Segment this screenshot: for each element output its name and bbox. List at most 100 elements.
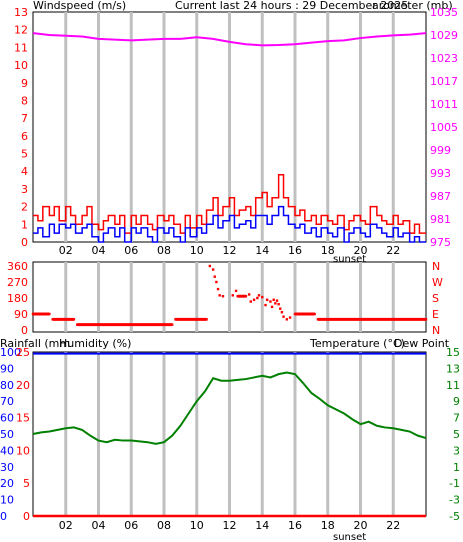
direction-point — [272, 298, 275, 301]
temperature-legend: Temperature (°C) — [309, 337, 405, 350]
wind-y-tick-label: 7 — [21, 112, 28, 125]
wind-x-tick-label: 04 — [92, 244, 106, 257]
direction-point — [247, 293, 251, 296]
direction-point — [256, 296, 259, 300]
humidity-y-tick-label: 50 — [0, 428, 14, 441]
temp-grid — [64, 352, 395, 516]
wind-y-tick-label: 11 — [14, 41, 28, 54]
temp-y-tick-label: 13 — [446, 362, 460, 375]
wind-y-tick-label: 5 — [21, 148, 28, 161]
wind-y-tick-label: 4 — [21, 165, 28, 178]
direction-point — [174, 318, 177, 321]
baro-y-tick-label: 1017 — [430, 75, 458, 88]
direction-point — [264, 303, 267, 307]
wind-y-tick-label: 8 — [21, 94, 28, 107]
direction-point — [277, 303, 280, 306]
direction-y-tick-label: 0 — [21, 324, 28, 337]
direction-point — [221, 295, 225, 298]
direction-point — [244, 295, 248, 298]
direction-point — [213, 275, 216, 278]
wind-x-tick-label: 12 — [223, 244, 237, 257]
humidity-legend: Humidity (%) — [59, 337, 131, 350]
rain-y-tick-label: 0 — [23, 510, 30, 523]
direction-point — [313, 312, 316, 316]
humidity-y-tick-label: 10 — [0, 494, 14, 507]
direction-point — [275, 299, 279, 302]
direction-point — [234, 289, 238, 293]
direction-point — [274, 302, 277, 305]
windspeed-label: Windspeed (m/s) — [33, 0, 126, 12]
temp-y-tick-label: 9 — [453, 395, 460, 408]
baro-y-tick-label: 1035 — [430, 6, 458, 19]
rain-y-tick-label: 10 — [16, 444, 30, 457]
rainfall-legend: Rainfall (mm — [0, 337, 70, 350]
temp-x-tick-label: 02 — [59, 519, 73, 532]
compass-tick-label: W — [432, 276, 443, 289]
wind-y-tick-label: 12 — [14, 24, 28, 37]
temp-y-tick-label: 5 — [453, 428, 460, 441]
temp-y-tick-label: 1 — [453, 461, 460, 474]
direction-point — [269, 300, 272, 303]
wind-y-tick-label: 9 — [21, 77, 28, 90]
temp-x-tick-label: 08 — [157, 519, 171, 532]
humidity-y-tick-label: 100 — [0, 346, 21, 359]
temp-x-tick-label: 10 — [190, 519, 204, 532]
direction-point — [208, 264, 212, 268]
humidity-y-tick-label: 80 — [0, 379, 14, 392]
wind-x-tick-label: 16 — [288, 244, 302, 257]
compass-tick-label: S — [432, 292, 439, 305]
wind-x-tick-label: 14 — [255, 244, 269, 257]
sunset-label-bottom: sunset — [333, 532, 366, 542]
current-label: Current last 24 hours : 29 December 2025 — [175, 0, 408, 12]
humidity-y-tick-label: 30 — [0, 461, 14, 474]
compass-tick-label: N — [432, 260, 440, 273]
temp-x-tick-label: 22 — [386, 519, 400, 532]
humidity-y-tick-label: 60 — [0, 412, 14, 425]
direction-point — [216, 287, 220, 291]
direction-point — [285, 318, 289, 321]
wind-x-tick-label: 08 — [157, 244, 171, 257]
sunset-label-top: sunset — [333, 254, 366, 265]
wind-y-tick-label: 2 — [21, 201, 28, 214]
direction-point — [424, 318, 428, 321]
temp-y-tick-label: -5 — [449, 510, 460, 523]
direction-point — [170, 323, 174, 326]
direction-point — [282, 315, 285, 318]
humidity-y-tick-label: 70 — [0, 395, 14, 408]
wind-x-tick-label: 20 — [354, 244, 368, 257]
temp-y-tick-label: 3 — [453, 444, 460, 457]
direction-point — [31, 312, 35, 316]
barometer-label: arometer (mb) — [372, 0, 453, 12]
wind-y-tick-label: 6 — [21, 130, 28, 143]
direction-point — [205, 318, 208, 321]
rain-y-tick-label: 20 — [16, 379, 30, 392]
wind-y-tick-label: 13 — [14, 6, 28, 19]
baro-y-tick-label: 1005 — [430, 121, 458, 134]
wind-grid — [64, 12, 395, 242]
wind-axes: 02 04 06 08 10 12 14 16 18 20 22012345678910111213… — [14, 6, 458, 257]
temp-y-tick-label: 7 — [453, 412, 460, 425]
baro-y-tick-label: 1011 — [430, 98, 458, 111]
humidity-y-tick-label: 0 — [0, 510, 7, 523]
direction-point — [261, 295, 264, 299]
barometer-series-line — [32, 32, 427, 47]
direction-point — [51, 318, 54, 321]
baro-y-tick-label: 1023 — [430, 52, 458, 65]
temp-y-tick-label: 11 — [446, 379, 460, 392]
compass-tick-label: E — [432, 308, 439, 321]
direction-point — [252, 298, 256, 301]
baro-y-tick-label: 987 — [430, 190, 451, 203]
temp-x-tick-label: 14 — [255, 519, 269, 532]
wind-x-tick-label: 06 — [124, 244, 138, 257]
temp-x-tick-label: 18 — [321, 519, 335, 532]
direction-point — [280, 311, 284, 314]
direction-point — [257, 294, 261, 297]
rain-y-tick-label: 25 — [16, 346, 30, 359]
baro-y-tick-label: 981 — [430, 213, 451, 226]
direction-point — [236, 295, 239, 298]
direction-point — [265, 298, 269, 301]
wind-marks — [32, 32, 427, 243]
direction-point — [48, 312, 51, 316]
